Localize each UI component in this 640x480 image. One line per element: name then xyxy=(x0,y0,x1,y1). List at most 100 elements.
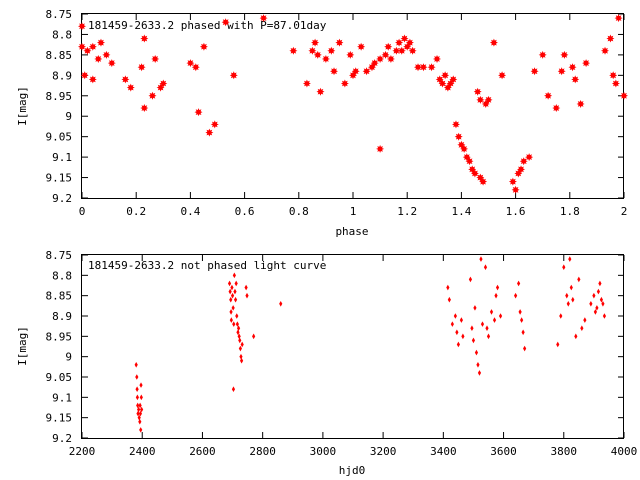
data-point xyxy=(602,313,607,319)
data-point xyxy=(598,280,602,287)
data-point xyxy=(450,321,454,327)
data-point xyxy=(473,87,482,96)
data-point xyxy=(232,321,236,327)
data-point xyxy=(227,280,232,287)
data-point xyxy=(596,288,601,295)
data-points xyxy=(78,14,628,194)
data-point xyxy=(595,305,599,311)
data-point xyxy=(479,256,483,262)
data-point xyxy=(438,79,447,88)
x-tick-label: 3200 xyxy=(370,445,397,458)
data-point xyxy=(395,38,404,47)
y-ticks: 8.75 8.8 8.85 8.9 8.95 9 9.05 9.1 9.15 9.2 xyxy=(46,249,624,445)
data-point xyxy=(137,63,146,72)
data-point xyxy=(521,329,525,336)
data-point xyxy=(238,337,242,344)
data-point xyxy=(232,272,236,279)
data-point xyxy=(78,42,86,51)
data-point xyxy=(414,63,422,72)
data-point xyxy=(562,264,566,270)
data-point xyxy=(468,276,473,283)
data-point xyxy=(80,71,89,80)
y-tick-label: 8.95 xyxy=(46,330,73,343)
x-axis-label: hjd0 xyxy=(339,464,366,477)
data-point xyxy=(236,325,241,331)
data-point xyxy=(231,386,236,392)
data-point xyxy=(517,280,521,287)
data-point xyxy=(498,313,503,319)
data-point xyxy=(486,333,491,340)
data-point xyxy=(483,264,488,270)
data-point xyxy=(370,59,379,68)
data-point xyxy=(376,55,385,63)
data-point xyxy=(335,38,344,47)
data-point xyxy=(199,42,208,51)
data-point xyxy=(523,345,527,352)
data-point xyxy=(135,374,139,380)
data-point xyxy=(568,63,577,72)
data-point xyxy=(148,91,157,100)
data-point xyxy=(97,38,105,47)
data-point xyxy=(568,256,572,262)
y-tick-label: 8.8 xyxy=(52,269,72,282)
data-point xyxy=(234,280,238,287)
data-point xyxy=(252,333,256,340)
y-tick-label: 8.9 xyxy=(52,69,72,82)
data-point xyxy=(559,313,563,319)
data-point xyxy=(606,34,615,43)
data-point xyxy=(485,325,489,331)
data-point xyxy=(140,406,144,413)
data-point xyxy=(238,345,242,352)
data-point xyxy=(556,341,560,348)
data-point xyxy=(611,79,620,88)
data-point xyxy=(313,50,322,59)
y-tick-label: 9.1 xyxy=(52,151,72,164)
y-ticks: 8.75 8.8 8.85 8.9 8.95 9 9.05 9.1 9.15 9.2 xyxy=(46,8,624,205)
data-point xyxy=(94,55,103,63)
data-point xyxy=(446,284,450,291)
data-point xyxy=(470,169,479,178)
data-point xyxy=(519,157,528,166)
data-point xyxy=(259,14,268,23)
data-point xyxy=(530,67,539,76)
data-point xyxy=(544,91,553,100)
data-point xyxy=(614,14,623,23)
unphased-light-curve-panel: 181459-2633.2 not phased light curve hjd… xyxy=(16,249,637,477)
data-point xyxy=(453,313,457,319)
data-point xyxy=(599,296,604,303)
data-point xyxy=(78,22,86,31)
data-point xyxy=(233,288,237,295)
y-tick-label: 8.75 xyxy=(46,8,73,21)
data-point xyxy=(449,75,458,84)
data-point xyxy=(601,301,605,307)
x-tick-label: 2800 xyxy=(249,445,276,458)
data-point xyxy=(459,317,463,323)
x-tick-label: 1.2 xyxy=(397,205,417,218)
data-point xyxy=(107,59,116,68)
data-point xyxy=(479,177,488,186)
data-point xyxy=(381,50,390,59)
data-point xyxy=(136,410,140,417)
data-point xyxy=(538,50,547,59)
data-point xyxy=(470,325,474,331)
data-point xyxy=(340,79,349,88)
y-tick-label: 9.1 xyxy=(52,391,72,404)
data-point xyxy=(376,144,385,153)
data-point xyxy=(330,67,338,76)
data-point xyxy=(346,50,355,59)
data-point xyxy=(589,301,593,307)
data-point xyxy=(139,427,143,433)
data-point xyxy=(138,418,142,425)
data-point xyxy=(135,386,139,392)
data-point xyxy=(134,362,138,368)
data-point xyxy=(552,104,561,112)
data-point xyxy=(473,305,477,311)
x-tick-label: 2600 xyxy=(189,445,216,458)
data-point xyxy=(308,46,317,55)
y-tick-label: 9.2 xyxy=(52,192,72,205)
x-tick-label: 3600 xyxy=(490,445,517,458)
data-point xyxy=(239,353,243,360)
data-point xyxy=(151,55,160,63)
data-point xyxy=(508,177,517,186)
